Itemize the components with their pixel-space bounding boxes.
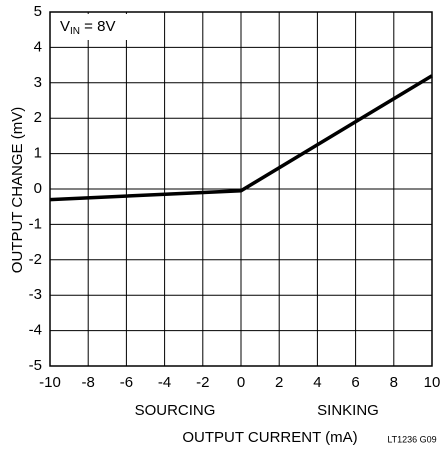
x-tick-label: 6 <box>351 374 359 391</box>
y-axis-label: OUTPUT CHANGE (mV) <box>9 107 26 273</box>
y-tick-label: -1 <box>29 215 42 232</box>
x-tick-label: -2 <box>196 374 209 391</box>
x-tick-label: 4 <box>313 374 321 391</box>
annotation-text: V <box>60 18 70 35</box>
annotation: VIN = 8V <box>60 18 115 37</box>
y-tick-label: 0 <box>34 180 42 197</box>
y-tick-label: -2 <box>29 251 42 268</box>
y-tick-label: 3 <box>34 74 42 91</box>
data-line <box>49 74 433 202</box>
x-tick-label: 8 <box>390 374 398 391</box>
x-tick-label: -8 <box>82 374 95 391</box>
y-tick-label: -4 <box>29 322 42 339</box>
y-tick-label: -3 <box>29 286 42 303</box>
annotation-sub: IN <box>70 26 80 37</box>
x-axis-label: OUTPUT CURRENT (mA) <box>182 429 357 446</box>
x-tick-label: -6 <box>120 374 133 391</box>
x-tick-label: 2 <box>275 374 283 391</box>
x-tick-label: -10 <box>39 374 61 391</box>
annotation-text: = 8V <box>80 18 115 35</box>
x-tick-label: 0 <box>237 374 245 391</box>
region-label: SOURCING <box>135 402 216 419</box>
y-tick-label: 1 <box>34 145 42 162</box>
footnote: LT1236 G09 <box>387 434 436 444</box>
x-tick-label: 10 <box>424 374 441 391</box>
y-tick-label: 5 <box>34 3 42 20</box>
y-tick-label: -5 <box>29 357 42 374</box>
x-tick-label: -4 <box>158 374 171 391</box>
y-tick-label: 2 <box>34 109 42 126</box>
y-tick-label: 4 <box>34 38 42 55</box>
plot-frame <box>49 11 433 367</box>
region-label: SINKING <box>317 402 379 419</box>
annotation-bg <box>54 14 164 40</box>
